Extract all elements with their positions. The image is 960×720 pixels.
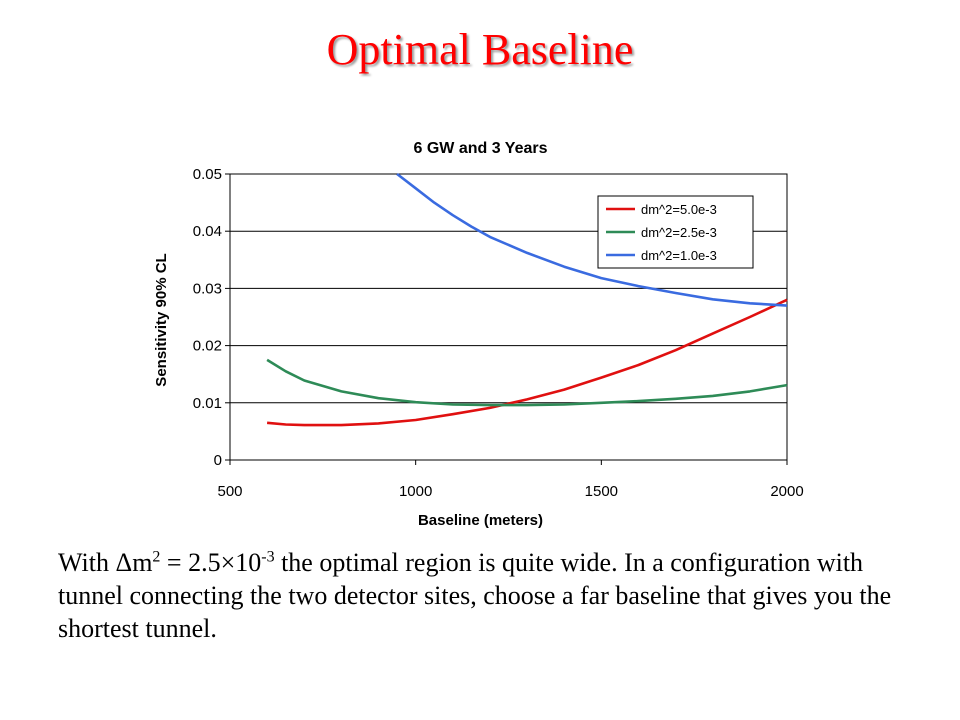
y-axis-title: Sensitivity 90% CL — [153, 253, 170, 386]
x-tick-label: 500 — [217, 483, 242, 500]
x-tick-label: 1000 — [399, 483, 432, 500]
caption-text: With Δm2 = 2.5×10-3 the optimal region i… — [58, 546, 918, 645]
series-line — [266, 298, 788, 427]
legend-label: dm^2=5.0e-3 — [641, 202, 717, 217]
x-axis-title: Baseline (meters) — [418, 512, 543, 529]
caption-part: the optimal region is quite wide. In a c… — [58, 548, 892, 643]
series-line — [266, 358, 788, 407]
chart-title: 6 GW and 3 Years — [414, 140, 548, 157]
plot-area — [229, 173, 788, 461]
y-tick-label: 0 — [214, 452, 222, 469]
legend-label: dm^2=1.0e-3 — [641, 248, 717, 263]
caption-part: m — [132, 548, 153, 577]
caption-superscript: -3 — [261, 548, 275, 566]
x-tick-label: 1500 — [585, 483, 618, 500]
y-tick-label: 0.05 — [193, 166, 222, 183]
y-tick-label: 0.01 — [193, 395, 222, 412]
legend-label: dm^2=2.5e-3 — [641, 225, 717, 240]
x-tick-label: 2000 — [770, 483, 803, 500]
caption-part: = 2.5×10 — [160, 548, 262, 577]
caption-part: With — [58, 548, 116, 577]
y-tick-label: 0.03 — [193, 280, 222, 297]
delta-symbol: Δ — [115, 548, 133, 577]
y-tick-label: 0.02 — [193, 338, 222, 355]
slide-title: Optimal Baseline — [326, 25, 634, 74]
caption-superscript: 2 — [152, 548, 161, 566]
series-line — [396, 172, 788, 307]
y-tick-label: 0.04 — [193, 223, 222, 240]
